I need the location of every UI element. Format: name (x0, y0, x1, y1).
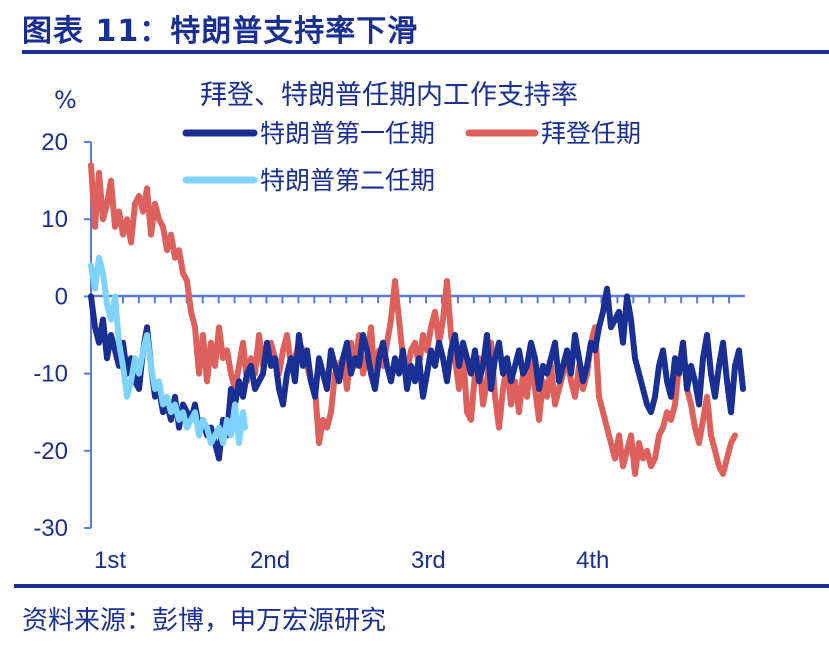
legend-label-biden: 拜登任期 (541, 119, 641, 148)
title-underline (22, 50, 829, 54)
y-tick-label: 10 (41, 206, 68, 233)
y-tick-label: -30 (33, 515, 68, 542)
legend-item-trump2: 特朗普第二任期 (182, 166, 435, 195)
legend-label-trump2: 特朗普第二任期 (260, 166, 435, 195)
line-chart: % 拜登、特朗普任期内工作支持率 特朗普第一任期 拜登任期 特朗普第二任期 20… (33, 80, 746, 574)
x-axis-labels: 1st 2nd 3rd 4th (94, 547, 609, 574)
figure-title: 图表 11：特朗普支持率下滑 (22, 14, 419, 49)
y-tick-label: -20 (33, 438, 68, 465)
source-note: 资料来源：彭博，申万宏源研究 (22, 606, 387, 636)
source-divider (14, 584, 829, 588)
x-tick-label: 1st (94, 547, 126, 574)
series-group (88, 162, 746, 477)
legend: 特朗普第一任期 拜登任期 特朗普第二任期 (182, 119, 641, 195)
series-trump-second-term (88, 254, 248, 447)
x-tick-label: 2nd (250, 547, 290, 574)
y-tick-label: 0 (55, 283, 68, 310)
series-biden-term (88, 162, 738, 477)
legend-item-biden: 拜登任期 (465, 119, 641, 148)
legend-label-trump1: 特朗普第一任期 (260, 119, 435, 148)
x-tick-label: 3rd (411, 547, 446, 574)
legend-item-trump1: 特朗普第一任期 (182, 119, 435, 148)
chart-title: 拜登、特朗普任期内工作支持率 (200, 80, 578, 111)
y-axis: 20 10 0 -10 -20 -30 (33, 129, 92, 542)
y-tick-label: 20 (41, 129, 68, 156)
y-axis-unit: % (54, 86, 77, 114)
x-tick-label: 4th (576, 547, 609, 574)
y-tick-label: -10 (33, 361, 68, 388)
